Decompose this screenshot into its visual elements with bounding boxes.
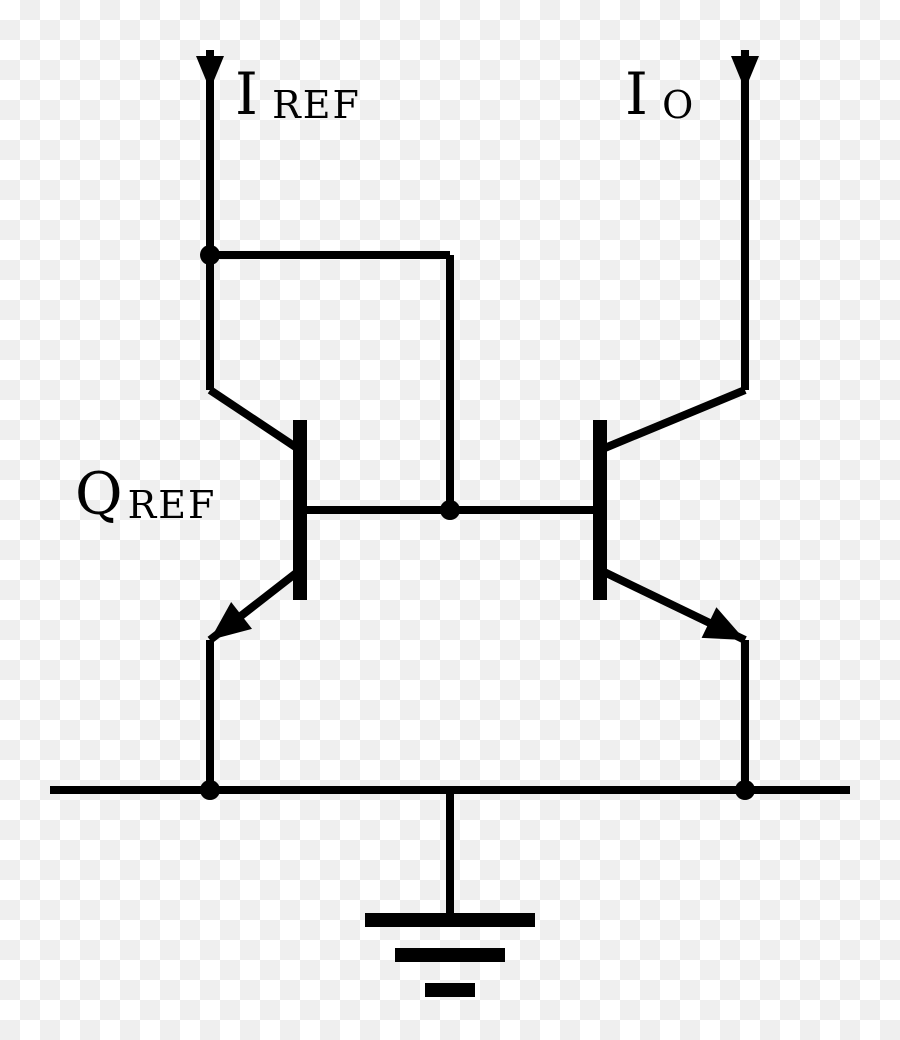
label-io-sub: O [662,83,693,127]
label-qref: Q REF [75,460,216,528]
label-iref-sub: REF [272,83,361,127]
label-qref-sub: REF [128,483,217,527]
label-qref-main: Q [75,460,123,528]
label-iref: I REF [235,60,361,128]
label-io: I O [625,60,693,128]
label-io-main: I [625,60,648,128]
label-iref-main: I [235,60,258,128]
